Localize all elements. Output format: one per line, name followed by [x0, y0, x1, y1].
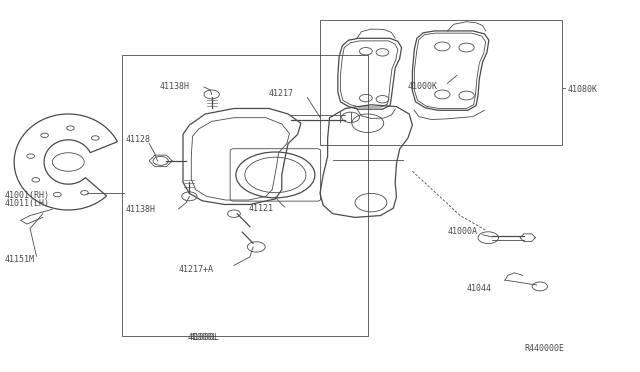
Text: 41138H: 41138H — [125, 205, 156, 214]
Text: 41000L: 41000L — [189, 333, 220, 342]
Text: R440000E: R440000E — [524, 344, 564, 353]
Text: 41000K: 41000K — [408, 82, 438, 91]
Bar — [320, 20, 562, 145]
Text: 41217+A: 41217+A — [179, 264, 214, 274]
Text: 41151M: 41151M — [4, 255, 35, 264]
Text: 41001(RH): 41001(RH) — [4, 191, 49, 200]
Text: 41128: 41128 — [125, 135, 150, 144]
Text: 41044: 41044 — [467, 284, 492, 293]
Text: 41000A: 41000A — [447, 227, 477, 236]
Bar — [122, 55, 368, 336]
Text: 41011(LH): 41011(LH) — [4, 199, 49, 208]
Text: 41121: 41121 — [248, 204, 274, 213]
Text: 41000L: 41000L — [188, 333, 218, 342]
Text: 41080K: 41080K — [567, 85, 597, 94]
Text: 41217: 41217 — [269, 89, 294, 97]
Text: 41138H: 41138H — [159, 82, 189, 91]
